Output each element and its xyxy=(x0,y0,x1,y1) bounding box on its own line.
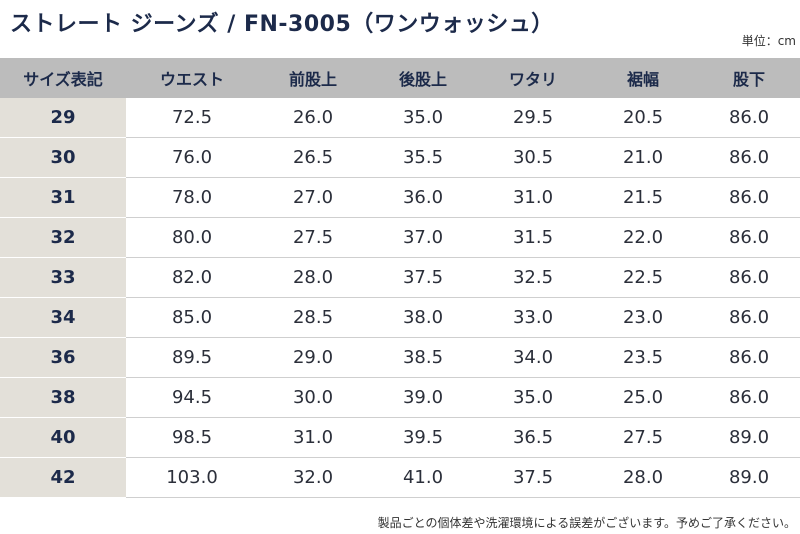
header-waist: ウエスト xyxy=(126,58,258,98)
cell-front-rise: 31.0 xyxy=(258,417,368,458)
table-row: 32 80.0 27.5 37.0 31.5 22.0 86.0 xyxy=(0,217,800,258)
cell-thigh: 37.5 xyxy=(478,457,588,498)
cell-thigh: 30.5 xyxy=(478,137,588,178)
cell-hem: 22.0 xyxy=(588,217,698,258)
cell-waist: 85.0 xyxy=(126,297,258,338)
cell-thigh: 31.5 xyxy=(478,217,588,258)
cell-waist: 72.5 xyxy=(126,98,258,138)
cell-back-rise: 41.0 xyxy=(368,457,478,498)
cell-hem: 20.5 xyxy=(588,98,698,138)
cell-size: 40 xyxy=(0,417,126,458)
cell-waist: 94.5 xyxy=(126,377,258,418)
cell-back-rise: 35.0 xyxy=(368,98,478,138)
cell-front-rise: 28.0 xyxy=(258,257,368,298)
cell-hem: 22.5 xyxy=(588,257,698,298)
cell-hem: 25.0 xyxy=(588,377,698,418)
cell-size: 38 xyxy=(0,377,126,418)
cell-waist: 89.5 xyxy=(126,337,258,378)
header-back-rise: 後股上 xyxy=(368,58,478,98)
cell-size: 30 xyxy=(0,137,126,178)
cell-thigh: 36.5 xyxy=(478,417,588,458)
cell-front-rise: 29.0 xyxy=(258,337,368,378)
cell-inseam: 86.0 xyxy=(698,377,800,418)
table-row: 42 103.0 32.0 41.0 37.5 28.0 89.0 xyxy=(0,457,800,498)
cell-inseam: 86.0 xyxy=(698,177,800,218)
cell-size: 33 xyxy=(0,257,126,298)
size-table: サイズ表記 ウエスト 前股上 後股上 ワタリ 裾幅 股下 29 72.5 26.0 3… xyxy=(0,58,800,498)
cell-size: 29 xyxy=(0,98,126,138)
cell-front-rise: 28.5 xyxy=(258,297,368,338)
cell-waist: 80.0 xyxy=(126,217,258,258)
cell-inseam: 86.0 xyxy=(698,257,800,298)
cell-front-rise: 27.5 xyxy=(258,217,368,258)
cell-waist: 76.0 xyxy=(126,137,258,178)
cell-inseam: 86.0 xyxy=(698,98,800,138)
page-title: ストレート ジーンズ / FN-3005（ワンウォッシュ） xyxy=(10,12,554,37)
cell-hem: 23.0 xyxy=(588,297,698,338)
cell-hem: 28.0 xyxy=(588,457,698,498)
cell-hem: 27.5 xyxy=(588,417,698,458)
footnote: 製品ごとの個体差や洗濯環境による誤差がございます。予めご了承ください。 xyxy=(377,516,796,530)
header-size: サイズ表記 xyxy=(0,58,126,98)
header-hem: 裾幅 xyxy=(588,58,698,98)
cell-inseam: 86.0 xyxy=(698,297,800,338)
cell-inseam: 86.0 xyxy=(698,337,800,378)
cell-back-rise: 36.0 xyxy=(368,177,478,218)
cell-waist: 78.0 xyxy=(126,177,258,218)
cell-thigh: 35.0 xyxy=(478,377,588,418)
cell-size: 32 xyxy=(0,217,126,258)
cell-waist: 98.5 xyxy=(126,417,258,458)
cell-inseam: 89.0 xyxy=(698,457,800,498)
cell-back-rise: 38.0 xyxy=(368,297,478,338)
cell-back-rise: 39.5 xyxy=(368,417,478,458)
table-row: 38 94.5 30.0 39.0 35.0 25.0 86.0 xyxy=(0,377,800,418)
cell-front-rise: 32.0 xyxy=(258,457,368,498)
unit-label: 単位：cm xyxy=(741,34,796,48)
cell-inseam: 89.0 xyxy=(698,417,800,458)
cell-thigh: 34.0 xyxy=(478,337,588,378)
table-row: 30 76.0 26.5 35.5 30.5 21.0 86.0 xyxy=(0,137,800,178)
table-row: 33 82.0 28.0 37.5 32.5 22.5 86.0 xyxy=(0,257,800,298)
cell-back-rise: 37.0 xyxy=(368,217,478,258)
header-inseam: 股下 xyxy=(698,58,800,98)
cell-size: 36 xyxy=(0,337,126,378)
cell-thigh: 29.5 xyxy=(478,98,588,138)
cell-hem: 23.5 xyxy=(588,337,698,378)
header-front-rise: 前股上 xyxy=(258,58,368,98)
cell-inseam: 86.0 xyxy=(698,217,800,258)
cell-front-rise: 26.0 xyxy=(258,98,368,138)
cell-hem: 21.5 xyxy=(588,177,698,218)
cell-waist: 82.0 xyxy=(126,257,258,298)
cell-thigh: 31.0 xyxy=(478,177,588,218)
table-row: 36 89.5 29.0 38.5 34.0 23.5 86.0 xyxy=(0,337,800,378)
cell-front-rise: 27.0 xyxy=(258,177,368,218)
cell-back-rise: 39.0 xyxy=(368,377,478,418)
cell-thigh: 32.5 xyxy=(478,257,588,298)
cell-back-rise: 38.5 xyxy=(368,337,478,378)
cell-back-rise: 35.5 xyxy=(368,137,478,178)
cell-inseam: 86.0 xyxy=(698,137,800,178)
table-row: 34 85.0 28.5 38.0 33.0 23.0 86.0 xyxy=(0,297,800,338)
header-thigh: ワタリ xyxy=(478,58,588,98)
cell-size: 34 xyxy=(0,297,126,338)
cell-waist: 103.0 xyxy=(126,457,258,498)
cell-thigh: 33.0 xyxy=(478,297,588,338)
header-row: サイズ表記 ウエスト 前股上 後股上 ワタリ 裾幅 股下 xyxy=(0,58,800,98)
cell-hem: 21.0 xyxy=(588,137,698,178)
cell-size: 42 xyxy=(0,457,126,498)
table-row: 40 98.5 31.0 39.5 36.5 27.5 89.0 xyxy=(0,417,800,458)
cell-front-rise: 26.5 xyxy=(258,137,368,178)
table-row: 31 78.0 27.0 36.0 31.0 21.5 86.0 xyxy=(0,177,800,218)
cell-front-rise: 30.0 xyxy=(258,377,368,418)
cell-size: 31 xyxy=(0,177,126,218)
cell-back-rise: 37.5 xyxy=(368,257,478,298)
table-row: 29 72.5 26.0 35.0 29.5 20.5 86.0 xyxy=(0,98,800,138)
